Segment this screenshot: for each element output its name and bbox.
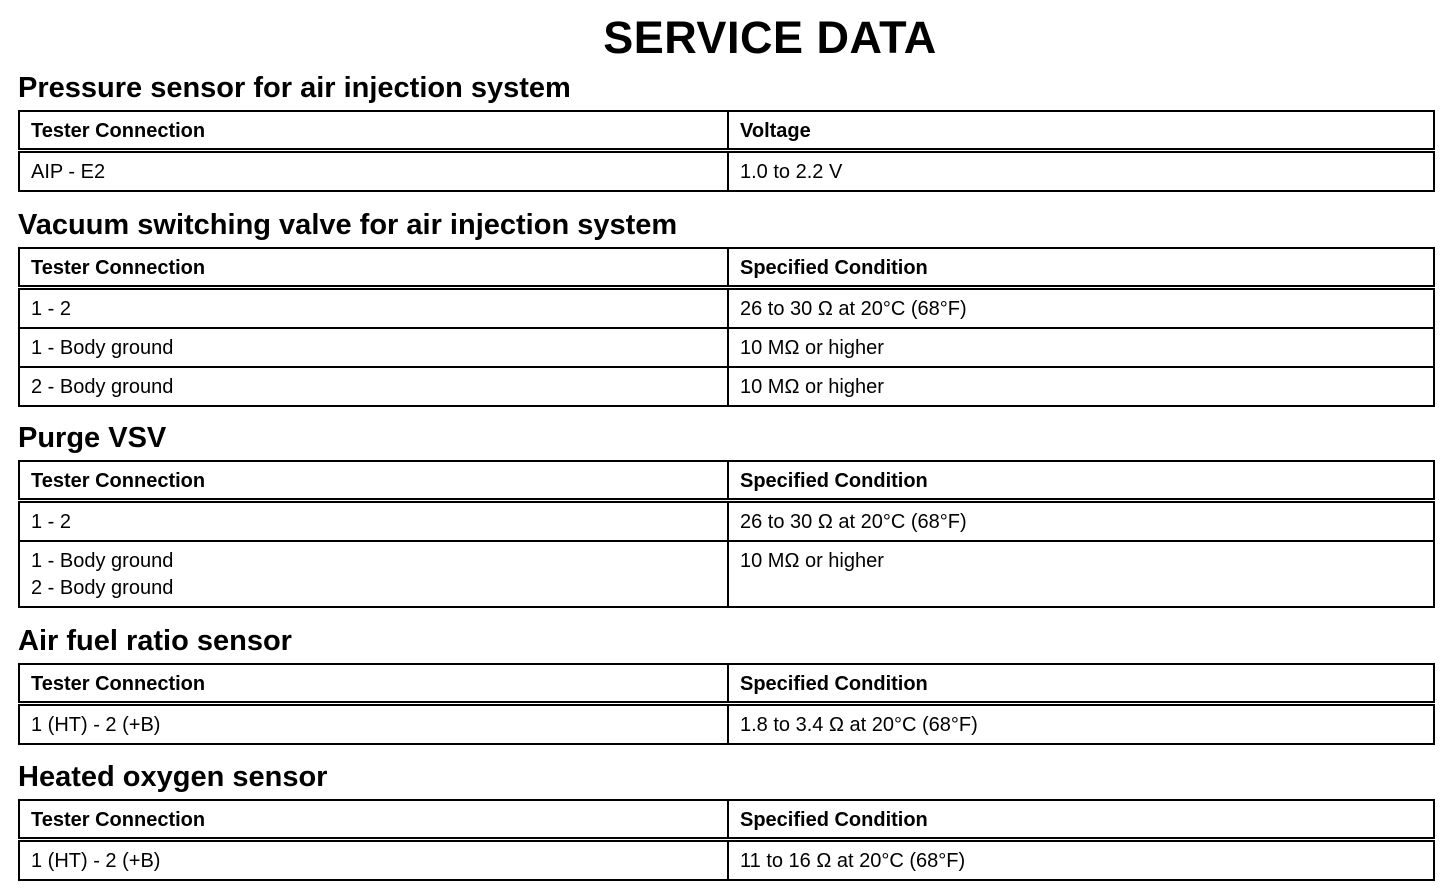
table-cell: 10 MΩ or higher — [727, 540, 1435, 608]
table-cell: 11 to 16 Ω at 20°C (68°F) — [727, 838, 1435, 881]
table-row: AIP - E2 1.0 to 2.2 V — [18, 149, 1435, 192]
table-cell: 10 MΩ or higher — [727, 327, 1435, 368]
cell-line: 1 - Body ground — [31, 550, 174, 572]
purge-vsv-table: Tester Connection Specified Condition 1 … — [18, 460, 1435, 608]
column-header: Tester Connection — [18, 663, 729, 706]
table-cell: 26 to 30 Ω at 20°C (68°F) — [727, 499, 1435, 542]
table-cell: 26 to 30 Ω at 20°C (68°F) — [727, 286, 1435, 329]
table-cell: 1 - Body ground — [18, 327, 729, 368]
pressure-sensor-table: Tester Connection Voltage AIP - E2 1.0 t… — [18, 110, 1435, 192]
table-header-row: Tester Connection Specified Condition — [18, 247, 1435, 290]
table-row: 1 (HT) - 2 (+B) 1.8 to 3.4 Ω at 20°C (68… — [18, 702, 1435, 745]
table-cell: 1 (HT) - 2 (+B) — [18, 838, 729, 881]
table-cell: 2 - Body ground — [18, 366, 729, 407]
table-cell: 1 - 2 — [18, 286, 729, 329]
table-cell: 1.8 to 3.4 Ω at 20°C (68°F) — [727, 702, 1435, 745]
section-heading: Heated oxygen sensor — [18, 761, 328, 793]
column-header: Specified Condition — [727, 460, 1435, 503]
column-header: Specified Condition — [727, 799, 1435, 842]
section-heading: Pressure sensor for air injection system — [18, 72, 571, 104]
air-fuel-ratio-table: Tester Connection Specified Condition 1 … — [18, 663, 1435, 745]
column-header: Tester Connection — [18, 110, 729, 153]
section-heading: Vacuum switching valve for air injection… — [18, 209, 678, 241]
vsv-air-injection-table: Tester Connection Specified Condition 1 … — [18, 247, 1435, 407]
table-row: 1 - Body ground 2 - Body ground 10 MΩ or … — [18, 540, 1435, 608]
table-cell: 1 (HT) - 2 (+B) — [18, 702, 729, 745]
column-header: Tester Connection — [18, 247, 729, 290]
column-header: Voltage — [727, 110, 1435, 153]
table-header-row: Tester Connection Specified Condition — [18, 799, 1435, 842]
table-header-row: Tester Connection Specified Condition — [18, 663, 1435, 706]
table-cell: 1 - 2 — [18, 499, 729, 542]
table-row: 1 - Body ground 10 MΩ or higher — [18, 327, 1435, 368]
column-header: Tester Connection — [18, 460, 729, 503]
table-row: 1 - 2 26 to 30 Ω at 20°C (68°F) — [18, 499, 1435, 542]
column-header: Tester Connection — [18, 799, 729, 842]
section-heading: Air fuel ratio sensor — [18, 625, 292, 657]
page-title: SERVICE DATA — [603, 12, 937, 63]
table-row: 1 (HT) - 2 (+B) 11 to 16 Ω at 20°C (68°F… — [18, 838, 1435, 881]
table-cell: 10 MΩ or higher — [727, 366, 1435, 407]
table-header-row: Tester Connection Specified Condition — [18, 460, 1435, 503]
cell-line: 2 - Body ground — [31, 577, 174, 599]
section-heading: Purge VSV — [18, 422, 167, 454]
heated-oxygen-table: Tester Connection Specified Condition 1 … — [18, 799, 1435, 881]
table-cell: 1 - Body ground 2 - Body ground — [18, 540, 729, 608]
table-row: 2 - Body ground 10 MΩ or higher — [18, 366, 1435, 407]
column-header: Specified Condition — [727, 247, 1435, 290]
table-header-row: Tester Connection Voltage — [18, 110, 1435, 153]
table-row: 1 - 2 26 to 30 Ω at 20°C (68°F) — [18, 286, 1435, 329]
column-header: Specified Condition — [727, 663, 1435, 706]
table-cell: AIP - E2 — [18, 149, 729, 192]
table-cell: 1.0 to 2.2 V — [727, 149, 1435, 192]
